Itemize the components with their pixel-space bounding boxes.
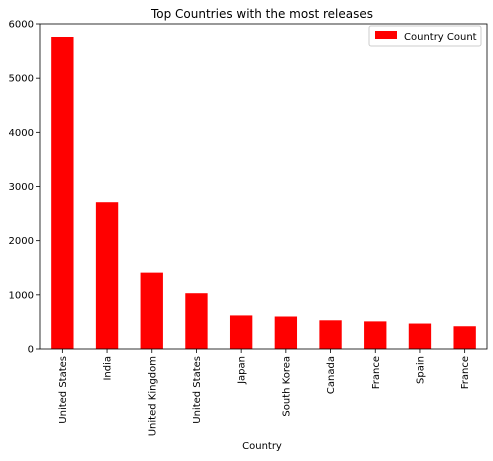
bar [229, 315, 253, 349]
bar [408, 323, 432, 349]
y-tick-label: 5000 [9, 74, 34, 85]
bar [51, 37, 74, 349]
chart-title: Top Countries with the most releases [150, 7, 373, 21]
x-tick-label: Canada [326, 356, 337, 394]
bar [319, 320, 342, 349]
bar [364, 321, 387, 350]
y-tick-label: 4000 [9, 128, 34, 139]
x-tick-label: United Kingdom [147, 356, 158, 436]
y-tick-label: 6000 [9, 20, 34, 31]
bar [140, 272, 163, 350]
x-tick-label: South Korea [281, 356, 292, 417]
x-tick-label: India [103, 356, 114, 381]
y-tick-label: 0 [28, 345, 34, 356]
bar [453, 326, 476, 349]
legend-label: Country Count [404, 32, 477, 43]
y-tick-label: 2000 [9, 236, 34, 247]
bar [274, 316, 298, 349]
plot-area: 0 1000 2000 3000 4000 5000 6000 United States In… [9, 20, 488, 436]
legend: Country Count [368, 25, 482, 47]
y-tick-label: 3000 [9, 182, 34, 193]
legend-swatch [375, 31, 397, 39]
y-tick-label: 1000 [9, 290, 34, 301]
x-tick-label: France [371, 356, 382, 389]
x-axis-label: Country [242, 441, 282, 452]
x-tick-label: France [460, 356, 471, 389]
x-tick-label: Japan [237, 356, 248, 385]
x-tick-label: Spain [415, 356, 426, 384]
bar [185, 293, 208, 349]
x-tick-label: United States [192, 356, 203, 424]
x-tick-label: United States [58, 356, 69, 424]
bar [95, 202, 119, 349]
